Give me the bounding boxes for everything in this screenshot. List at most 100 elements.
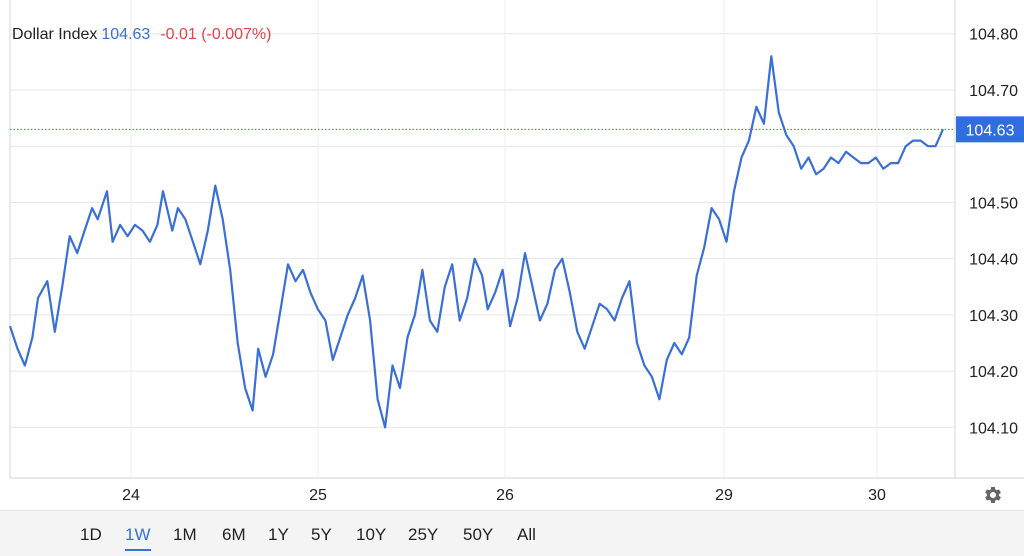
data-point xyxy=(673,342,675,344)
range-button-5y[interactable]: 5Y xyxy=(311,525,332,544)
data-point xyxy=(628,280,630,282)
range-button-6m[interactable]: 6M xyxy=(222,525,246,544)
data-point xyxy=(24,364,26,366)
data-point xyxy=(384,426,386,428)
y-tick-label: 104.30 xyxy=(969,308,1018,325)
data-point xyxy=(912,139,914,141)
data-point xyxy=(46,280,48,282)
range-selector: 1D 1W 1M 6M 1Y 5Y 10Y 25Y 50Y All xyxy=(0,510,1024,556)
data-point xyxy=(31,336,33,338)
gear-icon[interactable] xyxy=(983,485,1003,505)
range-button-10y[interactable]: 10Y xyxy=(356,525,387,544)
data-point xyxy=(621,297,623,299)
data-point xyxy=(251,409,253,411)
legend-name: Dollar Index xyxy=(12,26,98,43)
data-point xyxy=(347,314,349,316)
data-point xyxy=(421,269,423,271)
data-point xyxy=(112,241,114,243)
data-point xyxy=(681,353,683,355)
data-point xyxy=(576,331,578,333)
data-point xyxy=(37,297,39,299)
data-point xyxy=(459,319,461,321)
data-point xyxy=(414,314,416,316)
data-point xyxy=(444,286,446,288)
data-point xyxy=(927,145,929,147)
data-point xyxy=(740,156,742,158)
data-point xyxy=(141,229,143,231)
y-tick-label: 104.20 xyxy=(969,364,1018,381)
data-point xyxy=(279,308,281,310)
range-button-1w[interactable]: 1W xyxy=(125,525,151,551)
data-point xyxy=(126,235,128,237)
data-point xyxy=(725,241,727,243)
data-point xyxy=(613,319,615,321)
data-point xyxy=(852,156,854,158)
range-button-25y[interactable]: 25Y xyxy=(408,525,439,544)
x-tick-label: 26 xyxy=(496,487,514,504)
data-point xyxy=(591,325,593,327)
data-point xyxy=(770,55,772,57)
data-point xyxy=(561,258,563,260)
data-point xyxy=(658,398,660,400)
data-point xyxy=(584,348,586,350)
data-point xyxy=(429,319,431,321)
data-point xyxy=(509,325,511,327)
data-point xyxy=(524,252,526,254)
data-point xyxy=(696,274,698,276)
chart-area: 104.10 104.20 104.30 104.40 104.50 104.70 104.… xyxy=(8,0,1024,505)
data-point xyxy=(466,297,468,299)
data-point xyxy=(636,342,638,344)
data-point xyxy=(207,229,209,231)
y-tick-label: 104.70 xyxy=(969,83,1018,100)
data-point xyxy=(837,162,839,164)
data-point xyxy=(867,162,869,164)
data-point xyxy=(76,252,78,254)
range-button-1y[interactable]: 1Y xyxy=(268,525,289,544)
data-point xyxy=(905,145,907,147)
data-point xyxy=(399,387,401,389)
data-point xyxy=(97,218,99,220)
data-point xyxy=(748,139,750,141)
x-tick-label: 29 xyxy=(715,487,733,504)
last-price-tag xyxy=(956,116,1024,143)
data-point xyxy=(362,274,364,276)
series-line xyxy=(8,55,945,429)
data-point xyxy=(91,207,93,209)
legend-change: -0.01 (-0.007%) xyxy=(160,26,272,43)
data-point xyxy=(309,291,311,293)
range-button-all[interactable]: All xyxy=(517,525,536,544)
data-point xyxy=(171,229,173,231)
range-button-1m[interactable]: 1M xyxy=(173,525,197,544)
data-point xyxy=(149,241,151,243)
data-point xyxy=(156,224,158,226)
data-point xyxy=(69,235,71,237)
data-point xyxy=(718,218,720,220)
data-point xyxy=(294,280,296,282)
data-point xyxy=(800,168,802,170)
data-point xyxy=(815,173,817,175)
range-button-50y[interactable]: 50Y xyxy=(463,525,494,544)
data-point xyxy=(192,241,194,243)
data-point xyxy=(546,303,548,305)
data-point xyxy=(54,331,56,333)
data-point xyxy=(763,123,765,125)
data-point xyxy=(822,168,824,170)
data-point xyxy=(229,269,231,271)
x-tick-label: 24 xyxy=(122,487,140,504)
data-point xyxy=(16,348,18,350)
data-point xyxy=(162,190,164,192)
data-point xyxy=(934,145,936,147)
y-tick-label: 104.50 xyxy=(969,195,1018,212)
data-point xyxy=(778,111,780,113)
data-point xyxy=(920,139,922,141)
data-point xyxy=(890,162,892,164)
data-point xyxy=(494,291,496,293)
data-point xyxy=(830,156,832,158)
data-point xyxy=(9,325,11,327)
range-button-1d[interactable]: 1D xyxy=(80,525,102,544)
data-point xyxy=(808,156,810,158)
data-point xyxy=(287,263,289,265)
data-point xyxy=(265,376,267,378)
data-point xyxy=(688,336,690,338)
data-point xyxy=(516,297,518,299)
